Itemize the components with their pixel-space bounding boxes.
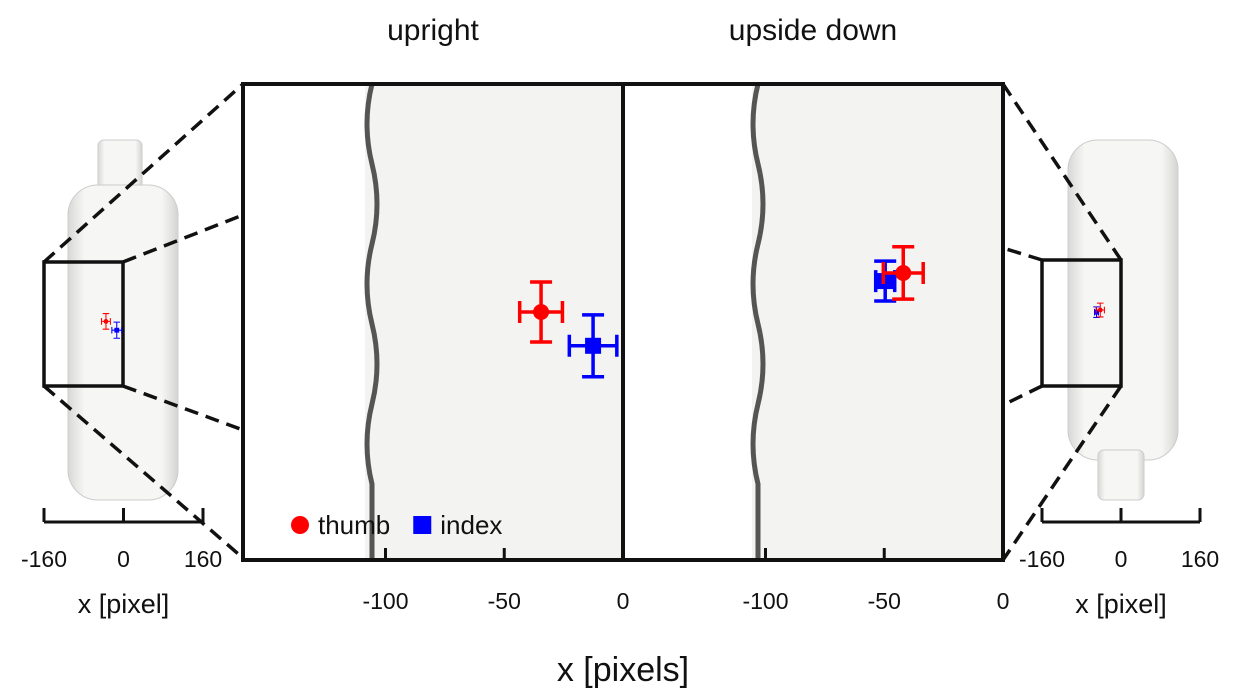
x-tick-label: -50 [868, 588, 901, 614]
inset-axis-label: x [pixel] [78, 589, 170, 619]
inset-tick-label: 160 [1181, 546, 1219, 572]
legend-marker [413, 516, 432, 534]
inset-tick-label: -160 [21, 546, 67, 572]
zoom-lines [42, 82, 1123, 561]
legend-label: index [440, 510, 502, 540]
zoom-rects [42, 258, 1123, 388]
point [114, 327, 120, 333]
legend-marker [291, 516, 309, 534]
legend-label: thumb [318, 510, 390, 540]
point [877, 273, 894, 290]
panel-title: upright [387, 14, 479, 47]
point [585, 337, 602, 354]
x-tick-label: -50 [488, 588, 521, 614]
x-axis-label: x [pixels] [557, 651, 689, 689]
inset-tick-label: 0 [1115, 546, 1128, 572]
panel-photos [243, 83, 1003, 560]
x-tick-label: -100 [362, 588, 408, 614]
x-tick-label: 0 [617, 588, 630, 614]
inset-axis-label: x [pixel] [1075, 589, 1167, 619]
point [533, 304, 550, 321]
x-tick-label: -100 [742, 588, 788, 614]
inset-tick-label: 160 [184, 546, 222, 572]
point [895, 264, 912, 281]
inset-tick-label: -160 [1019, 546, 1065, 572]
point [1097, 307, 1103, 313]
point [103, 318, 109, 324]
x-tick-label: 0 [997, 588, 1010, 614]
bottle-upside-down [1067, 139, 1179, 501]
inset-tick-label: 0 [117, 546, 130, 572]
panel-title: upside down [729, 14, 897, 47]
